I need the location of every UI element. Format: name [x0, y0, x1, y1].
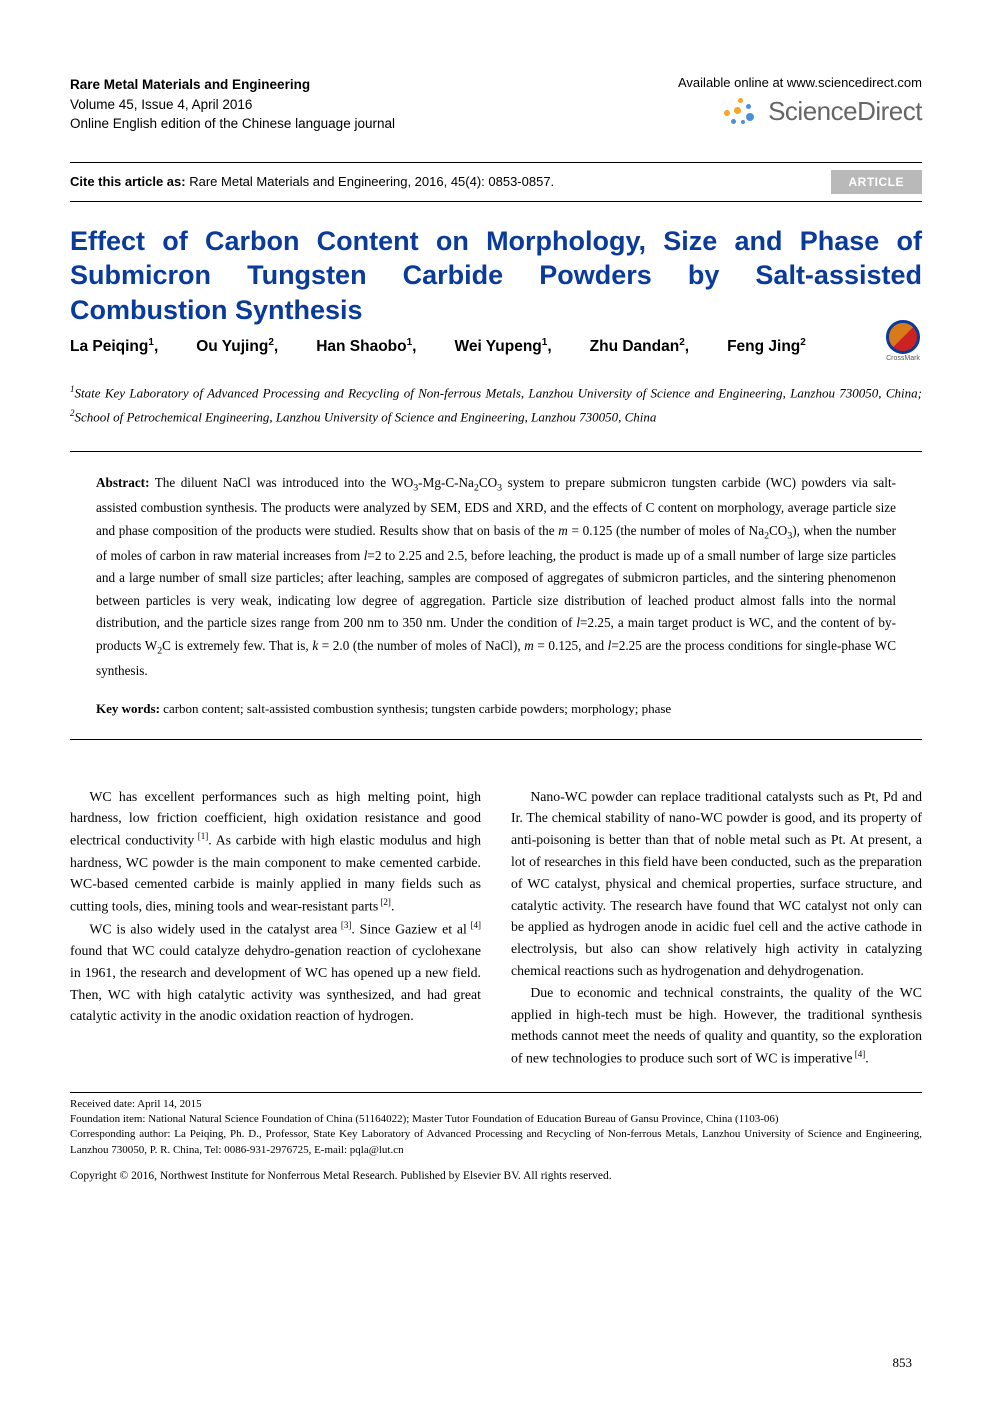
body-paragraph: Due to economic and technical constraint… [511, 982, 922, 1070]
author: Han Shaobo1, [316, 337, 416, 356]
author: Feng Jing2 [727, 337, 806, 356]
author: Zhu Dandan2, [590, 337, 689, 356]
page-header: Rare Metal Materials and Engineering Vol… [70, 75, 922, 134]
body-paragraph: WC is also widely used in the catalyst a… [70, 918, 481, 1028]
author: La Peiqing1, [70, 337, 158, 356]
cite-value: Rare Metal Materials and Engineering, 20… [186, 174, 555, 189]
available-online: Available online at www.sciencedirect.co… [678, 75, 922, 90]
received-date: Received date: April 14, 2015 [70, 1097, 922, 1112]
corresponding-author: Corresponding author: La Peiqing, Ph. D.… [70, 1127, 922, 1158]
cite-label: Cite this article as: [70, 174, 186, 189]
abstract-section: Abstract: The diluent NaCl was introduce… [70, 451, 922, 740]
edition-note: Online English edition of the Chinese la… [70, 114, 395, 134]
volume-issue: Volume 45, Issue 4, April 2016 [70, 95, 395, 115]
page-number: 853 [893, 1355, 913, 1371]
crossmark-label: CrossMark [884, 355, 922, 362]
sciencedirect-dots-icon [724, 98, 762, 126]
abstract-text: Abstract: The diluent NaCl was introduce… [96, 472, 896, 683]
sciencedirect-wordmark: ScienceDirect [768, 96, 922, 127]
foundation-item: Foundation item: National Natural Scienc… [70, 1112, 922, 1127]
sciencedirect-logo: ScienceDirect [678, 96, 922, 127]
author-list: La Peiqing1, Ou Yujing2, Han Shaobo1, We… [70, 337, 922, 356]
affiliations: 1State Key Laboratory of Advanced Proces… [70, 382, 922, 428]
article-body: WC has excellent performances such as hi… [70, 786, 922, 1070]
copyright: Copyright © 2016, Northwest Institute fo… [70, 1170, 922, 1182]
citation-text: Cite this article as: Rare Metal Materia… [70, 174, 554, 189]
crossmark-badge[interactable]: CrossMark [884, 320, 922, 364]
body-paragraph: WC has excellent performances such as hi… [70, 786, 481, 918]
body-paragraph: Nano-WC powder can replace traditional c… [511, 786, 922, 982]
keywords: Key words: carbon content; salt-assisted… [96, 701, 896, 717]
author: Ou Yujing2, [196, 337, 278, 356]
journal-info: Rare Metal Materials and Engineering Vol… [70, 75, 395, 134]
header-right: Available online at www.sciencedirect.co… [678, 75, 922, 127]
author: Wei Yupeng1, [454, 337, 551, 356]
citation-bar: Cite this article as: Rare Metal Materia… [70, 162, 922, 202]
article-title: Effect of Carbon Content on Morphology, … [70, 224, 922, 328]
article-badge: ARTICLE [831, 170, 923, 194]
footnotes: Received date: April 14, 2015 Foundation… [70, 1092, 922, 1159]
crossmark-icon [886, 320, 920, 354]
journal-name: Rare Metal Materials and Engineering [70, 75, 395, 95]
